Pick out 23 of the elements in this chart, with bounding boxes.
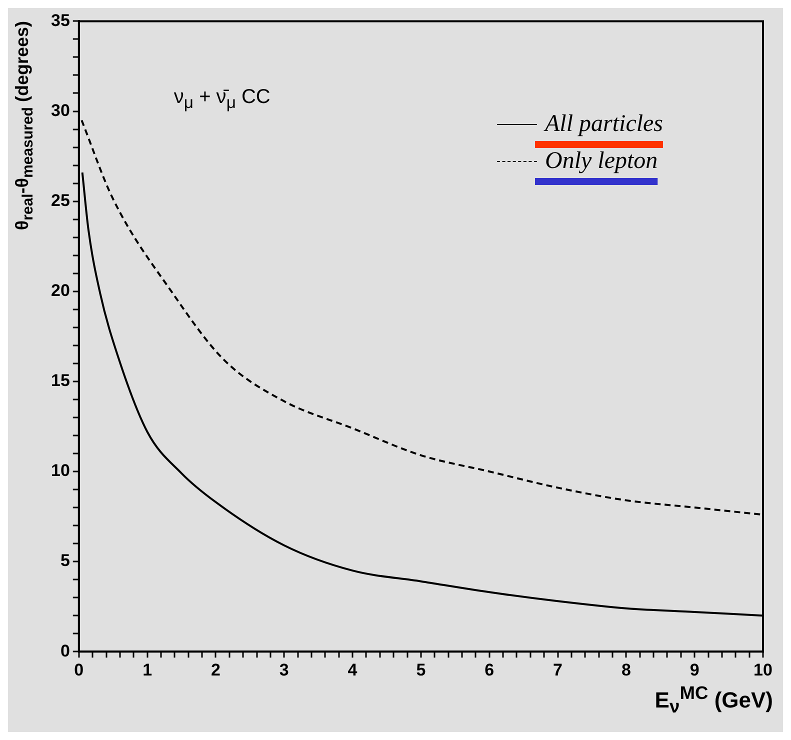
x-axis-title: E$_{ν}$$^{MC}$ (GeV) xyxy=(654,682,773,718)
x-tick-label: 4 xyxy=(348,660,358,680)
x-tick-label: 3 xyxy=(279,660,289,680)
y-tick-label: 0 xyxy=(60,641,70,660)
x-tick-label: 1 xyxy=(142,660,152,680)
y-tick-label: 20 xyxy=(50,281,70,300)
y-tick-label: 35 xyxy=(50,10,70,30)
x-tick-label: 7 xyxy=(553,660,563,680)
y-tick-label: 10 xyxy=(50,461,70,480)
y-tick-label: 15 xyxy=(50,371,70,390)
y-tick-label: 25 xyxy=(50,191,70,210)
x-tick-label: 10 xyxy=(754,660,772,680)
y-tick-label: 30 xyxy=(50,100,70,120)
x-tick-label: 8 xyxy=(621,660,631,680)
x-tick-label: 0 xyxy=(74,660,84,680)
x-tick-label: 6 xyxy=(484,660,494,680)
legend-label: Only lepton xyxy=(545,148,658,174)
x-tick-label: 9 xyxy=(690,660,700,680)
legend-label: All particles xyxy=(545,111,663,138)
x-tick-label: 2 xyxy=(210,660,220,680)
annotation: ν$_{μ}$ + ν̄$_{μ}$ CC xyxy=(174,86,270,114)
y-tick-label: 5 xyxy=(60,551,70,570)
x-tick-label: 5 xyxy=(416,660,426,680)
